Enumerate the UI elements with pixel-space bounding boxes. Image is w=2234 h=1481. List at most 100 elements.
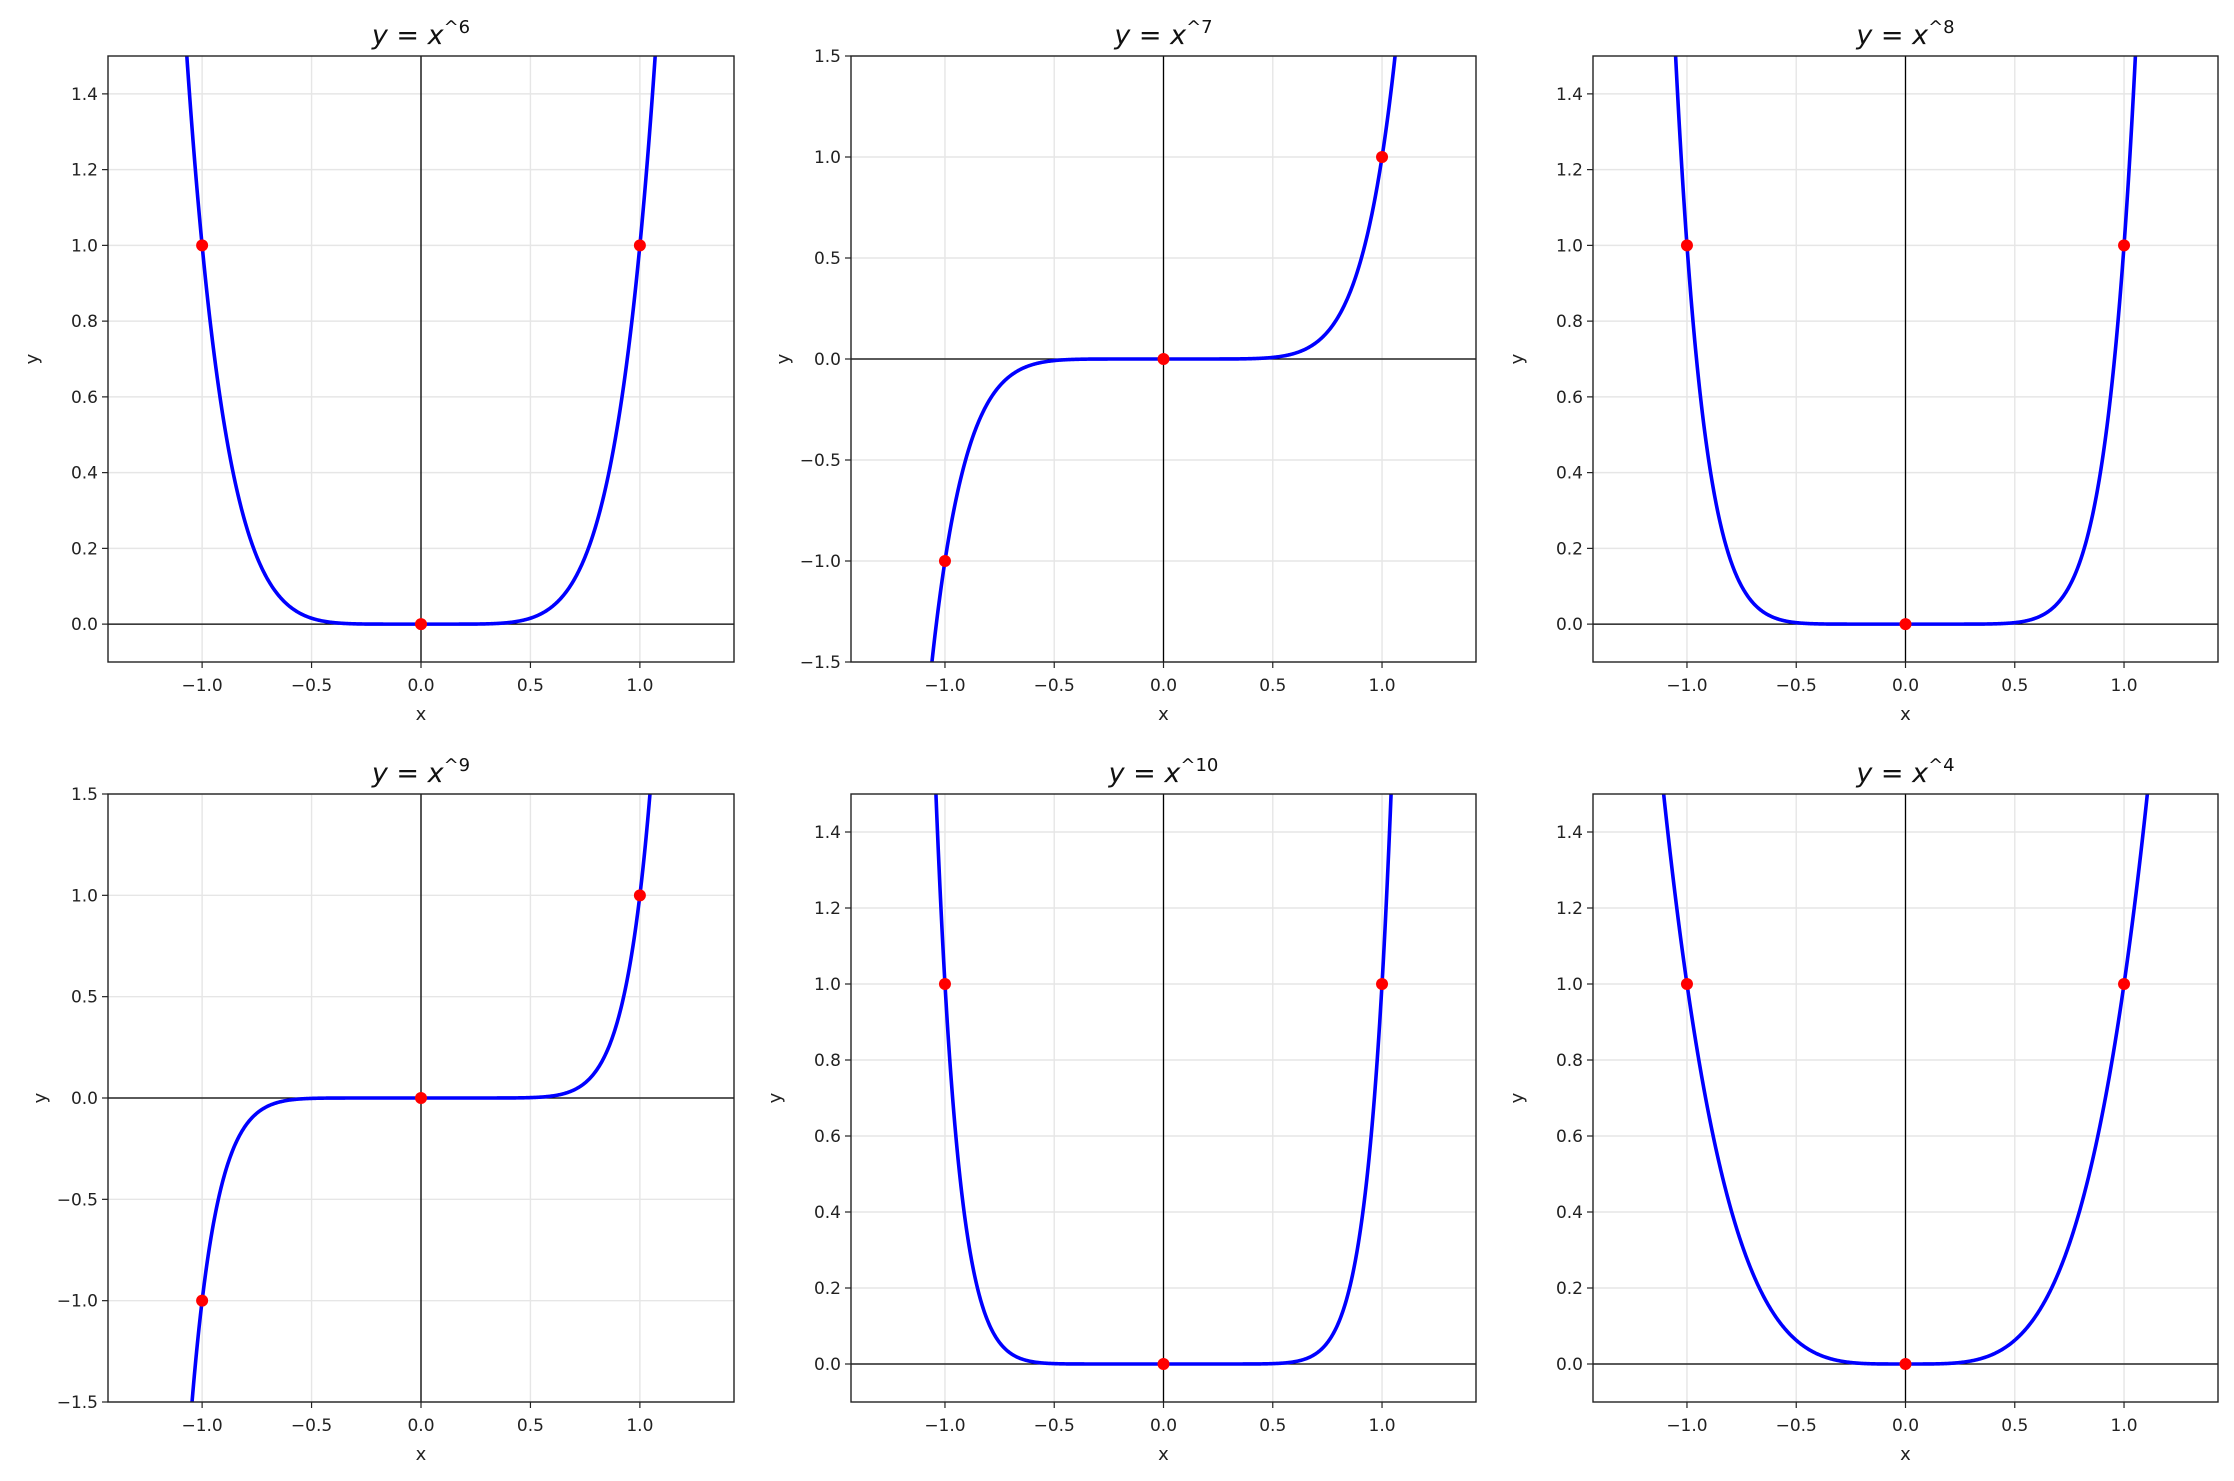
data-point (633, 239, 646, 252)
y-tick-label: 0.5 (814, 249, 841, 269)
data-point (196, 1294, 209, 1307)
subplot-3: −1.0 −0.5 0.0 0.5 1.0 0.0 0.2 0.4 0.6 0.8 1.0 1.2 1.… (1507, 17, 2219, 725)
data-point (1680, 978, 1693, 990)
title-base: y = x (1855, 20, 1929, 51)
title-exponent: ^8 (1928, 17, 1955, 38)
x-axis-label: x (416, 704, 427, 725)
y-tick-label: 0.0 (71, 615, 98, 635)
y-axis-label: y (1507, 353, 1528, 364)
subplot-2: −1.0 −0.5 0.0 0.5 1.0 −1.5 −1.0 −0.5 0.0 0.5 1.0 1.… (773, 17, 1477, 725)
y-axis-label: y (1507, 1092, 1528, 1103)
x-tick-label: −0.5 (1776, 676, 1817, 696)
y-tick-label: 0.0 (1556, 1355, 1583, 1375)
y-tick-label: 0.4 (71, 464, 98, 484)
x-tick-label: −1.0 (181, 1416, 222, 1436)
y-tick-label: 0.4 (1556, 464, 1583, 484)
y-tick-label: −1.0 (57, 1292, 98, 1312)
data-point (1376, 151, 1389, 163)
x-tick-label: −0.5 (291, 1416, 332, 1436)
y-tick-label: 0.0 (71, 1089, 98, 1109)
data-point (633, 889, 646, 902)
y-axis-label: y (765, 1092, 786, 1103)
x-tick-label: −1.0 (924, 676, 965, 696)
y-tick-label: 0.5 (71, 988, 98, 1008)
title-exponent: ^7 (1186, 17, 1213, 38)
x-tick-label: 0.5 (517, 676, 544, 696)
y-tick-label: 0.8 (71, 312, 98, 332)
x-tick-label: 1.0 (626, 1416, 653, 1436)
y-tick-label: 0.6 (1556, 1127, 1583, 1147)
x-axis-label: x (1900, 1444, 1911, 1465)
title-base: y = x (1108, 758, 1182, 789)
y-tick-label: 1.0 (814, 148, 841, 168)
data-point (938, 978, 951, 990)
data-point (415, 618, 427, 631)
x-axis-label: x (1158, 704, 1169, 725)
y-tick-label: 0.2 (71, 539, 98, 559)
title-exponent: ^6 (444, 17, 471, 38)
y-tick-label: −0.5 (57, 1190, 98, 1210)
x-tick-label: 1.0 (2111, 1416, 2138, 1436)
subplot-5: −1.0 −0.5 0.0 0.5 1.0 0.0 0.2 0.4 0.6 0.8 1.0 1.2 1.… (765, 755, 1477, 1465)
x-tick-label: 1.0 (1369, 676, 1396, 696)
y-tick-label: 0.6 (1556, 388, 1583, 408)
y-tick-label: 0.8 (814, 1051, 841, 1071)
title-exponent: ^9 (444, 755, 471, 776)
y-tick-label: 0.2 (814, 1279, 841, 1299)
y-tick-label: 1.0 (1556, 975, 1583, 995)
title-exponent: ^4 (1928, 755, 1955, 776)
x-tick-label: 0.0 (407, 676, 434, 696)
subplot-title: y = x^8 (1855, 17, 1954, 51)
x-tick-label: 0.5 (1259, 676, 1286, 696)
data-point (1680, 239, 1693, 252)
y-tick-label: 0.6 (814, 1127, 841, 1147)
y-tick-label: 1.5 (814, 47, 841, 67)
title-base: y = x (371, 758, 445, 789)
x-tick-label: −0.5 (1034, 1416, 1075, 1436)
y-tick-label: 1.0 (814, 975, 841, 995)
title-base: y = x (371, 20, 445, 51)
x-tick-label: −0.5 (291, 676, 332, 696)
x-tick-label: 0.5 (517, 1416, 544, 1436)
x-tick-label: 0.0 (1150, 1416, 1177, 1436)
x-tick-label: −1.0 (924, 1416, 965, 1436)
y-tick-label: 1.4 (1556, 85, 1583, 105)
subplot-title: y = x^4 (1855, 755, 1954, 789)
y-tick-label: 0.4 (814, 1203, 841, 1223)
y-tick-label: 1.5 (71, 785, 98, 805)
y-tick-label: 0.8 (1556, 1051, 1583, 1071)
title-base: y = x (1855, 758, 1929, 789)
y-tick-label: −0.5 (800, 451, 841, 471)
data-point (938, 555, 951, 567)
x-tick-label: −0.5 (1776, 1416, 1817, 1436)
y-tick-label: 1.0 (71, 236, 98, 256)
y-axis-label: y (773, 353, 794, 364)
y-axis-label: y (22, 353, 43, 364)
subplot-title: y = x^6 (371, 17, 470, 51)
y-tick-label: 0.4 (1556, 1203, 1583, 1223)
data-point (1376, 978, 1389, 990)
x-axis-label: x (1900, 704, 1911, 725)
subplot-title: y = x^7 (1113, 17, 1212, 51)
y-tick-label: 1.4 (71, 85, 98, 105)
x-tick-label: 0.0 (1150, 676, 1177, 696)
data-point (1157, 1358, 1170, 1370)
x-tick-label: 0.5 (2001, 676, 2028, 696)
title-exponent: ^10 (1180, 755, 1218, 776)
y-tick-label: −1.5 (800, 653, 841, 673)
subplot-4: −1.0 −0.5 0.0 0.5 1.0 −1.5 −1.0 −0.5 0.0 0.5 1.0 1.… (30, 755, 735, 1465)
x-tick-label: 0.5 (2001, 1416, 2028, 1436)
x-tick-label: −1.0 (1666, 676, 1707, 696)
y-axis-label: y (30, 1092, 51, 1103)
y-tick-label: 1.0 (1556, 236, 1583, 256)
subplot-title: y = x^9 (371, 755, 470, 789)
x-tick-label: 0.5 (1259, 1416, 1286, 1436)
y-tick-label: 1.2 (71, 161, 98, 181)
y-tick-label: 0.6 (71, 388, 98, 408)
x-tick-label: 0.0 (1892, 1416, 1919, 1436)
x-tick-label: 1.0 (626, 676, 653, 696)
subplot-6: −1.0 −0.5 0.0 0.5 1.0 0.0 0.2 0.4 0.6 0.8 1.0 1.2 1.… (1507, 755, 2219, 1465)
y-tick-label: 1.2 (814, 899, 841, 919)
x-tick-label: 1.0 (2111, 676, 2138, 696)
